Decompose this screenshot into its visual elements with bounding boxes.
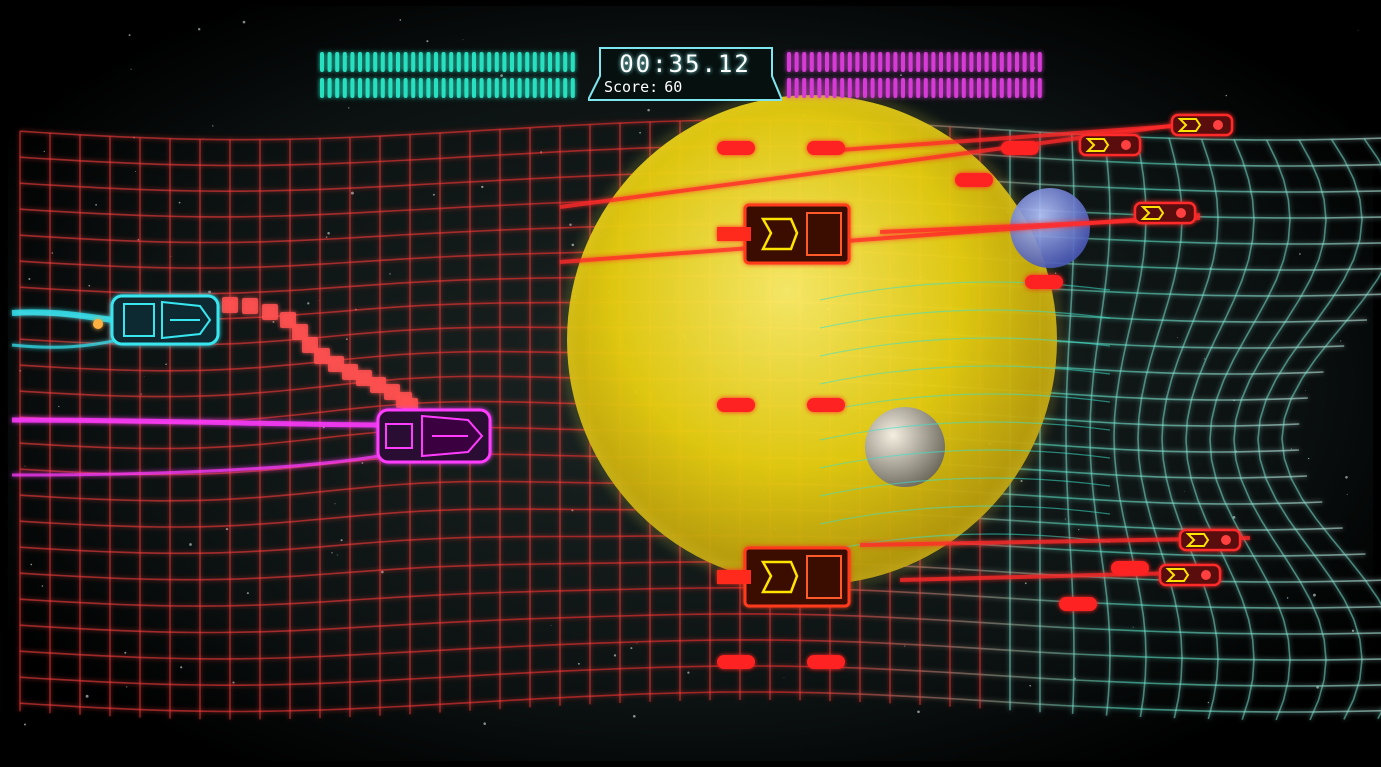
timer-panel: 00:35.12 Score: 60	[588, 46, 782, 102]
enemy-projectiles	[717, 141, 1149, 669]
magenta-player-car	[376, 408, 492, 464]
right-energy-meter	[787, 52, 1042, 98]
yellow-planet	[567, 95, 1057, 585]
score-label: Score:	[604, 78, 659, 96]
grey-moon	[865, 407, 945, 487]
enemy-ships	[1078, 113, 1242, 587]
score-value: 60	[664, 78, 683, 96]
player-trails	[11, 309, 386, 477]
enemy-tanks	[717, 203, 851, 608]
left-energy-meter	[320, 52, 575, 98]
segment-chain	[222, 297, 418, 414]
score-display: Score: 60	[604, 78, 682, 96]
race-timer: 00:35.12	[619, 50, 751, 78]
cyan-player-car	[93, 294, 220, 346]
